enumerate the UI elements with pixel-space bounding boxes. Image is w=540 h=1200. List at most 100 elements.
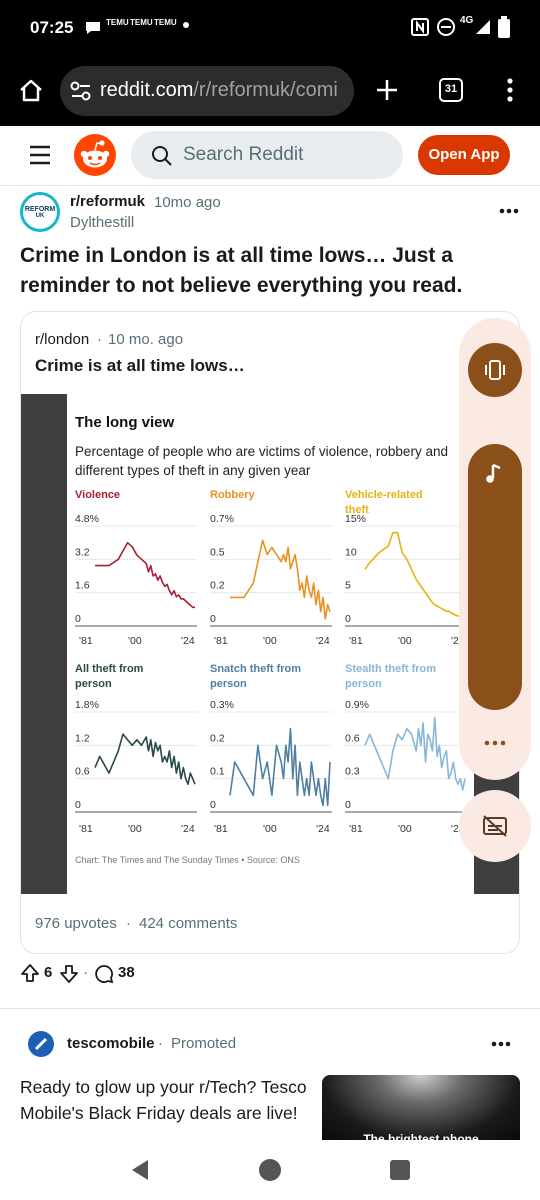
ad-sep: · xyxy=(158,1035,163,1052)
post-title[interactable]: Crime in London is at all time lows… Jus… xyxy=(20,244,463,297)
x-tick-label: '81 xyxy=(214,823,228,835)
y-tick-label: 0.3 xyxy=(345,766,360,778)
browser-toolbar: reddit.com/r/reformuk/comi 31 xyxy=(0,56,540,126)
crosspost-title[interactable]: Crime is at all time lows… xyxy=(35,356,245,375)
upvote-count: 6 xyxy=(44,964,53,981)
panel-title-snatch-theft-from-person: person xyxy=(210,678,247,690)
post-divider xyxy=(0,1008,540,1009)
reddit-logo-icon[interactable] xyxy=(74,134,116,176)
post-time: 10mo ago xyxy=(154,194,221,211)
home-icon[interactable] xyxy=(18,78,44,104)
chart-image[interactable]: The long view Percentage of people who a… xyxy=(21,394,519,894)
y-tick-label: 0.2 xyxy=(210,732,225,744)
ad-image[interactable]: The brightest phone xyxy=(322,1075,520,1140)
y-tick-label: 0.7% xyxy=(210,513,234,525)
back-icon[interactable] xyxy=(128,1158,152,1182)
x-tick-label: '24 xyxy=(316,823,330,835)
avatar-text-uk: UK xyxy=(35,213,45,219)
x-tick-label: '00 xyxy=(398,823,412,835)
ad-brand[interactable]: tescomobile xyxy=(67,1035,155,1052)
y-tick-label: 0.5 xyxy=(210,546,225,558)
volume-slider[interactable] xyxy=(468,444,522,710)
tab-switcher-button[interactable]: 31 xyxy=(439,78,463,102)
crosspost-comments: 424 comments xyxy=(139,915,238,932)
music-note-icon xyxy=(486,463,501,483)
downvote-icon[interactable] xyxy=(59,964,79,984)
recents-icon[interactable] xyxy=(390,1160,410,1180)
comment-count[interactable]: 38 xyxy=(118,964,135,981)
y-tick-label: 0 xyxy=(75,799,81,811)
media-controls-panel xyxy=(459,318,531,780)
y-tick-label: 15% xyxy=(345,513,366,525)
action-sep: · xyxy=(83,964,88,981)
series-line-stealth-theft-from-person xyxy=(364,716,466,791)
comment-icon[interactable] xyxy=(93,963,115,985)
crosspost-sep: · xyxy=(126,915,131,932)
ad-image-caption: The brightest phone xyxy=(363,1132,479,1140)
panel-title-vehicle-related-theft: theft xyxy=(345,504,369,516)
ad-overflow-icon[interactable] xyxy=(490,1038,512,1050)
y-tick-label: 1.6 xyxy=(75,580,90,592)
y-tick-label: 0.3% xyxy=(210,699,234,711)
y-tick-label: 0.6 xyxy=(345,732,360,744)
x-tick-label: '81 xyxy=(214,635,228,647)
crosspost-subreddit[interactable]: r/london xyxy=(35,331,90,348)
y-tick-label: 3.2 xyxy=(75,546,90,558)
network-type: 4G xyxy=(460,15,474,26)
avatar-text-reform: REFORM xyxy=(24,206,56,213)
post-subreddit-link[interactable]: r/reformuk xyxy=(70,193,146,210)
url-text: reddit.com/r/reformuk/comi xyxy=(100,79,338,101)
y-tick-label: 0.6 xyxy=(75,766,90,778)
more-notifications-dot xyxy=(183,22,189,28)
temu-notif-2: TEMU xyxy=(130,18,153,27)
upvote-icon[interactable] xyxy=(20,963,40,983)
media-more-icon[interactable] xyxy=(483,738,507,748)
home-nav-icon[interactable] xyxy=(258,1158,282,1182)
temu-notif-1: TEMU xyxy=(106,18,129,27)
dnd-icon xyxy=(437,18,455,36)
search-placeholder: Search Reddit xyxy=(183,144,304,165)
url-field[interactable]: reddit.com/r/reformuk/comi xyxy=(60,66,354,116)
chart-source: Chart: The Times and The Sunday Times • … xyxy=(75,855,300,865)
live-caption-button[interactable] xyxy=(459,790,531,862)
x-tick-label: '00 xyxy=(398,635,412,647)
crosspost-dot: · xyxy=(97,331,102,348)
y-tick-label: 0 xyxy=(210,613,216,625)
x-tick-label: '00 xyxy=(263,823,277,835)
browser-menu-icon[interactable] xyxy=(500,76,520,104)
promoted-label: Promoted xyxy=(171,1035,237,1052)
subreddit-avatar[interactable]: REFORM UK xyxy=(20,192,60,232)
panel-title-violence: Violence xyxy=(75,489,120,501)
x-tick-label: '24 xyxy=(181,635,195,647)
x-tick-label: '81 xyxy=(349,823,363,835)
y-tick-label: 0.1 xyxy=(210,766,225,778)
series-line-all-theft-from-person xyxy=(94,733,196,786)
tescomobile-logo-icon xyxy=(34,1037,48,1051)
hamburger-menu-icon[interactable] xyxy=(28,144,52,166)
y-tick-label: 0 xyxy=(75,613,81,625)
site-settings-icon[interactable] xyxy=(70,81,92,101)
vibrate-button[interactable] xyxy=(468,343,522,397)
battery-icon xyxy=(498,16,510,38)
tescomobile-avatar[interactable] xyxy=(28,1031,54,1057)
reddit-header: Search Reddit Open App xyxy=(0,126,540,186)
crosspost-card[interactable]: r/london · 10 mo. ago Crime is at all ti… xyxy=(20,311,520,954)
x-tick-label: '00 xyxy=(263,635,277,647)
y-tick-label: 5 xyxy=(345,580,351,592)
panel-title-vehicle-related-theft: Vehicle-related xyxy=(345,489,423,501)
open-app-button[interactable]: Open App xyxy=(418,135,510,175)
x-tick-label: '24 xyxy=(181,823,195,835)
post-overflow-icon[interactable] xyxy=(498,204,520,218)
panel-title-stealth-theft-from-person: Stealth theft from xyxy=(345,663,436,675)
chat-icon xyxy=(86,22,100,34)
x-tick-label: '81 xyxy=(79,823,93,835)
vibrate-icon xyxy=(485,360,505,380)
ad-text[interactable]: Ready to glow up your r/Tech? Tesco Mobi… xyxy=(20,1077,307,1123)
new-tab-icon[interactable] xyxy=(374,77,400,103)
post-author-link[interactable]: Dylthestill xyxy=(70,214,135,231)
signal-icon xyxy=(476,20,490,34)
y-tick-label: 10 xyxy=(345,546,357,558)
search-bar[interactable]: Search Reddit xyxy=(131,131,403,179)
panel-title-snatch-theft-from-person: Snatch theft from xyxy=(210,663,301,675)
y-tick-label: 1.2 xyxy=(75,732,90,744)
